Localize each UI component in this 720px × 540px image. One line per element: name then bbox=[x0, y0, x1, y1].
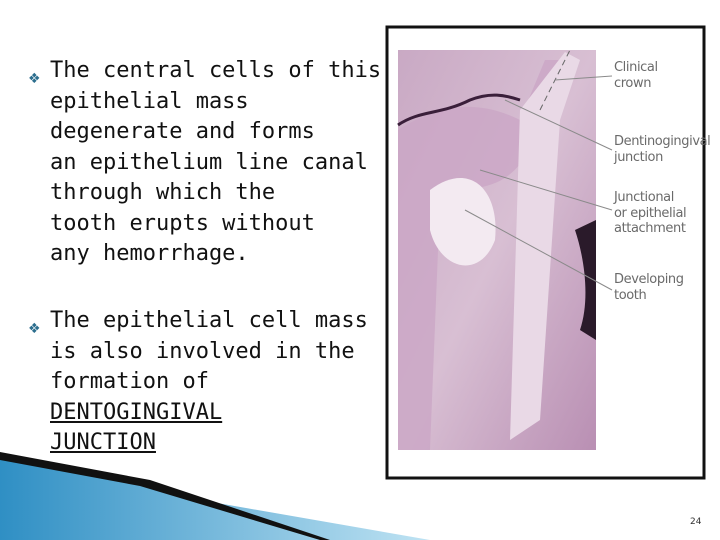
figure-label-line: junction bbox=[614, 149, 663, 165]
bullet-line: an epithelium line canal bbox=[50, 149, 368, 175]
figure-label: Junctional or epithelial attachment bbox=[614, 190, 687, 237]
bullet: ❖ The epithelial cell mass is also involve… bbox=[28, 306, 368, 459]
bullet-line: tooth erupts without bbox=[50, 210, 315, 236]
tooth bbox=[510, 52, 580, 440]
figure-label-line: or epithelial bbox=[614, 205, 687, 221]
developing-tooth bbox=[430, 178, 496, 266]
figure-label-line: Junctional bbox=[614, 190, 674, 205]
figure-label-line: Dentinogingival bbox=[614, 134, 711, 149]
underlined-line: DENTOGINGIVAL bbox=[50, 398, 368, 429]
bullet-mark: ❖ bbox=[28, 71, 41, 87]
page-number: 24 bbox=[690, 517, 702, 527]
figure-label-line: Clinical bbox=[614, 60, 658, 75]
figure-label: Dentinogingival junction bbox=[614, 134, 711, 165]
underlined-line: JUNCTION bbox=[50, 428, 368, 459]
figure-label-line: crown bbox=[614, 75, 652, 91]
figure-label-line: Developing bbox=[614, 272, 684, 287]
bullet-line: The central cells of this bbox=[50, 58, 382, 83]
bullet-line: epithelial mass bbox=[50, 88, 249, 114]
pointers bbox=[464, 75, 613, 291]
bullet: ❖ The central cells of this epithelial mas… bbox=[28, 56, 382, 270]
decor-line bbox=[0, 452, 330, 540]
figure-label-line: attachment bbox=[614, 221, 686, 236]
underlined-text: JUNCTION bbox=[50, 430, 156, 455]
bullet-mark: ❖ bbox=[28, 321, 41, 337]
figure-label-line: tooth bbox=[614, 287, 647, 303]
bullet-line: through which the bbox=[50, 180, 276, 205]
epithelium bbox=[397, 93, 521, 127]
decor-swoosh bbox=[0, 455, 430, 540]
bullet-line: degenerate and forms bbox=[50, 119, 315, 144]
bullet-line: any hemorrhage. bbox=[50, 241, 249, 266]
bullet-line: The epithelial cell mass bbox=[50, 308, 368, 333]
underlined-text: DENTOGINGIVAL bbox=[50, 399, 223, 425]
bullet-line: is also involved in the bbox=[50, 338, 355, 364]
figure-label: Developing tooth bbox=[614, 272, 684, 303]
dark-tissue bbox=[575, 220, 596, 340]
bullet-line: formation of bbox=[50, 369, 209, 394]
figure-label: Clinical crown bbox=[614, 60, 658, 91]
